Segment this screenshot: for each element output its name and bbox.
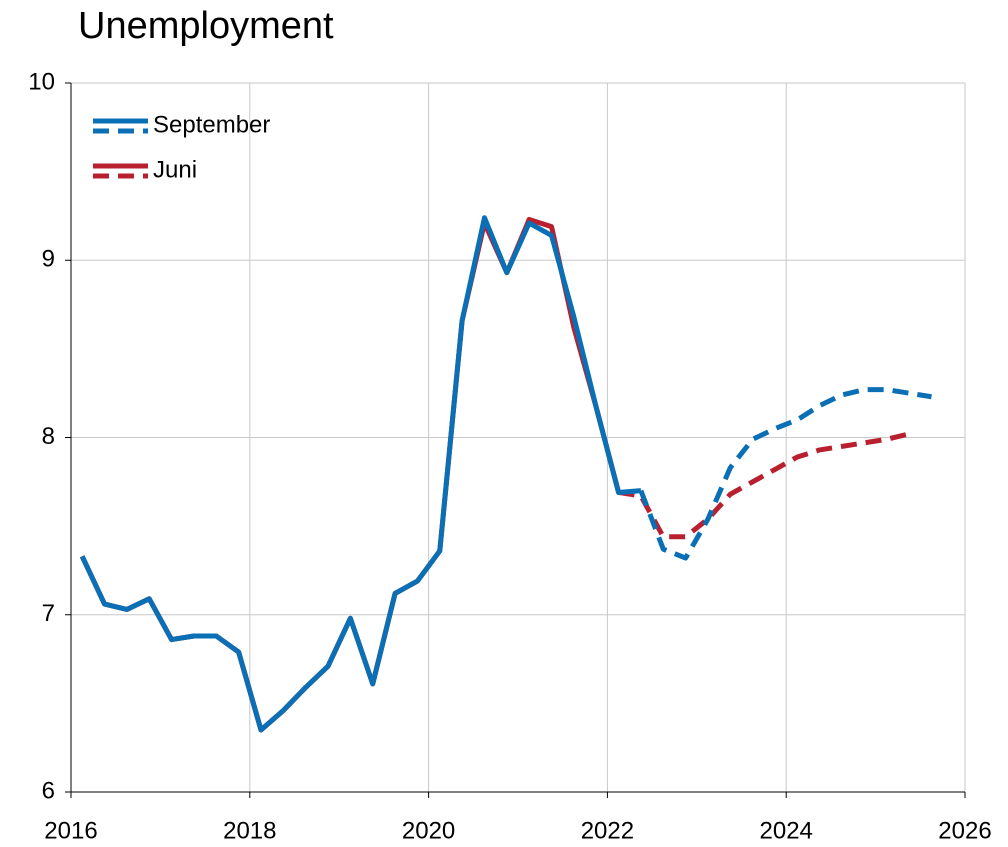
x-tick-label: 2020 [402,817,455,844]
line [79,215,642,733]
x-tick-label: 2016 [44,817,97,844]
legend-label: September [153,111,270,138]
x-tick-label: 2026 [938,817,991,844]
x-tick-label: 2022 [581,817,634,844]
x-tick-label: 2024 [760,817,813,844]
legend-label: Juni [153,156,197,183]
y-tick-label: 8 [42,423,55,450]
line [79,216,621,733]
y-tick-label: 10 [28,68,55,95]
y-tick-label: 7 [42,600,55,627]
forecast-line [618,431,910,540]
chart-title: Unemployment [78,5,334,47]
y-tick-label: 6 [42,777,55,804]
forecast-line [638,387,932,561]
y-tick-label: 9 [42,246,55,273]
x-tick-label: 2018 [223,817,276,844]
